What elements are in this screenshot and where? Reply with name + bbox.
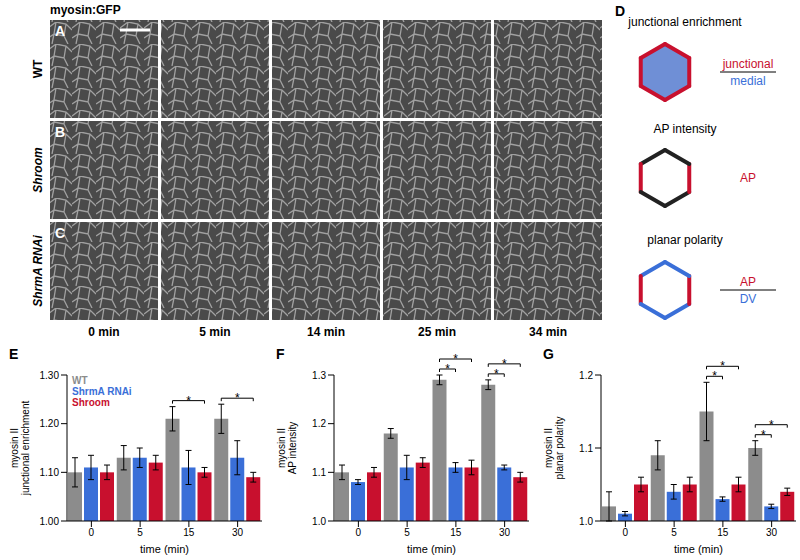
svg-text:myosin IIjunctional enrichment: myosin IIjunctional enrichment xyxy=(9,401,31,497)
svg-text:A: A xyxy=(55,23,65,39)
svg-text:G: G xyxy=(543,346,554,362)
svg-text:myosin IIplanar polarity: myosin IIplanar polarity xyxy=(543,417,565,480)
svg-text:1.0: 1.0 xyxy=(312,516,326,527)
svg-text:myosin IIAP intensity: myosin IIAP intensity xyxy=(276,422,298,475)
svg-text:30: 30 xyxy=(766,527,778,538)
svg-text:*: * xyxy=(235,391,240,405)
svg-text:*: * xyxy=(761,428,766,442)
svg-text:0: 0 xyxy=(623,527,629,538)
svg-text:junctional: junctional xyxy=(722,57,774,71)
svg-text:1.1: 1.1 xyxy=(579,443,593,454)
svg-text:30: 30 xyxy=(232,527,244,538)
svg-text:*: * xyxy=(494,367,499,381)
svg-text:Shroom: Shroom xyxy=(31,147,45,193)
svg-text:*: * xyxy=(186,394,191,408)
svg-text:WT: WT xyxy=(31,59,45,78)
svg-text:15: 15 xyxy=(450,527,462,538)
svg-text:5 min: 5 min xyxy=(199,325,230,339)
svg-text:15: 15 xyxy=(183,527,195,538)
svg-text:AP intensity: AP intensity xyxy=(653,122,716,136)
svg-text:1.30: 1.30 xyxy=(40,370,60,381)
svg-text:DV: DV xyxy=(740,292,757,306)
svg-text:time (min): time (min) xyxy=(674,543,723,555)
svg-text:34 min: 34 min xyxy=(529,325,567,339)
svg-text:1.10: 1.10 xyxy=(40,467,60,478)
svg-text:1.2: 1.2 xyxy=(312,418,326,429)
svg-text:14 min: 14 min xyxy=(307,325,345,339)
svg-text:*: * xyxy=(453,352,458,366)
svg-text:B: B xyxy=(55,124,65,140)
svg-text:5: 5 xyxy=(137,527,143,538)
svg-text:*: * xyxy=(712,369,717,383)
svg-text:C: C xyxy=(55,225,65,241)
svg-text:AP: AP xyxy=(740,275,756,289)
svg-text:1.1: 1.1 xyxy=(312,467,326,478)
svg-text:junctional enrichment: junctional enrichment xyxy=(627,15,742,29)
svg-text:1.00: 1.00 xyxy=(40,516,60,527)
svg-text:F: F xyxy=(276,346,285,362)
svg-text:0: 0 xyxy=(89,527,95,538)
svg-text:1.0: 1.0 xyxy=(579,516,593,527)
svg-text:medial: medial xyxy=(730,74,765,88)
svg-text:25 min: 25 min xyxy=(418,325,456,339)
svg-text:5: 5 xyxy=(671,527,677,538)
svg-text:Shroom: Shroom xyxy=(72,397,110,408)
svg-text:WT: WT xyxy=(72,375,88,386)
svg-text:planar polarity: planar polarity xyxy=(647,233,722,247)
svg-text:1.20: 1.20 xyxy=(40,418,60,429)
svg-text:time (min): time (min) xyxy=(140,543,189,555)
svg-text:0: 0 xyxy=(356,527,362,538)
svg-text:5: 5 xyxy=(404,527,410,538)
svg-text:*: * xyxy=(445,362,450,376)
svg-text:*: * xyxy=(502,357,507,371)
svg-text:D: D xyxy=(615,3,625,19)
svg-text:ShrmA RNAi: ShrmA RNAi xyxy=(72,386,132,397)
svg-text:1.2: 1.2 xyxy=(579,370,593,381)
svg-text:0 min: 0 min xyxy=(88,325,119,339)
svg-text:*: * xyxy=(720,359,725,373)
svg-text:*: * xyxy=(769,418,774,432)
svg-text:AP: AP xyxy=(740,171,756,185)
svg-text:15: 15 xyxy=(717,527,729,538)
svg-text:ShrmA RNAi: ShrmA RNAi xyxy=(31,235,45,307)
svg-text:1.3: 1.3 xyxy=(312,370,326,381)
svg-text:time (min): time (min) xyxy=(407,543,456,555)
svg-text:myosin:GFP: myosin:GFP xyxy=(50,3,121,17)
svg-text:30: 30 xyxy=(499,527,511,538)
svg-text:E: E xyxy=(9,346,18,362)
